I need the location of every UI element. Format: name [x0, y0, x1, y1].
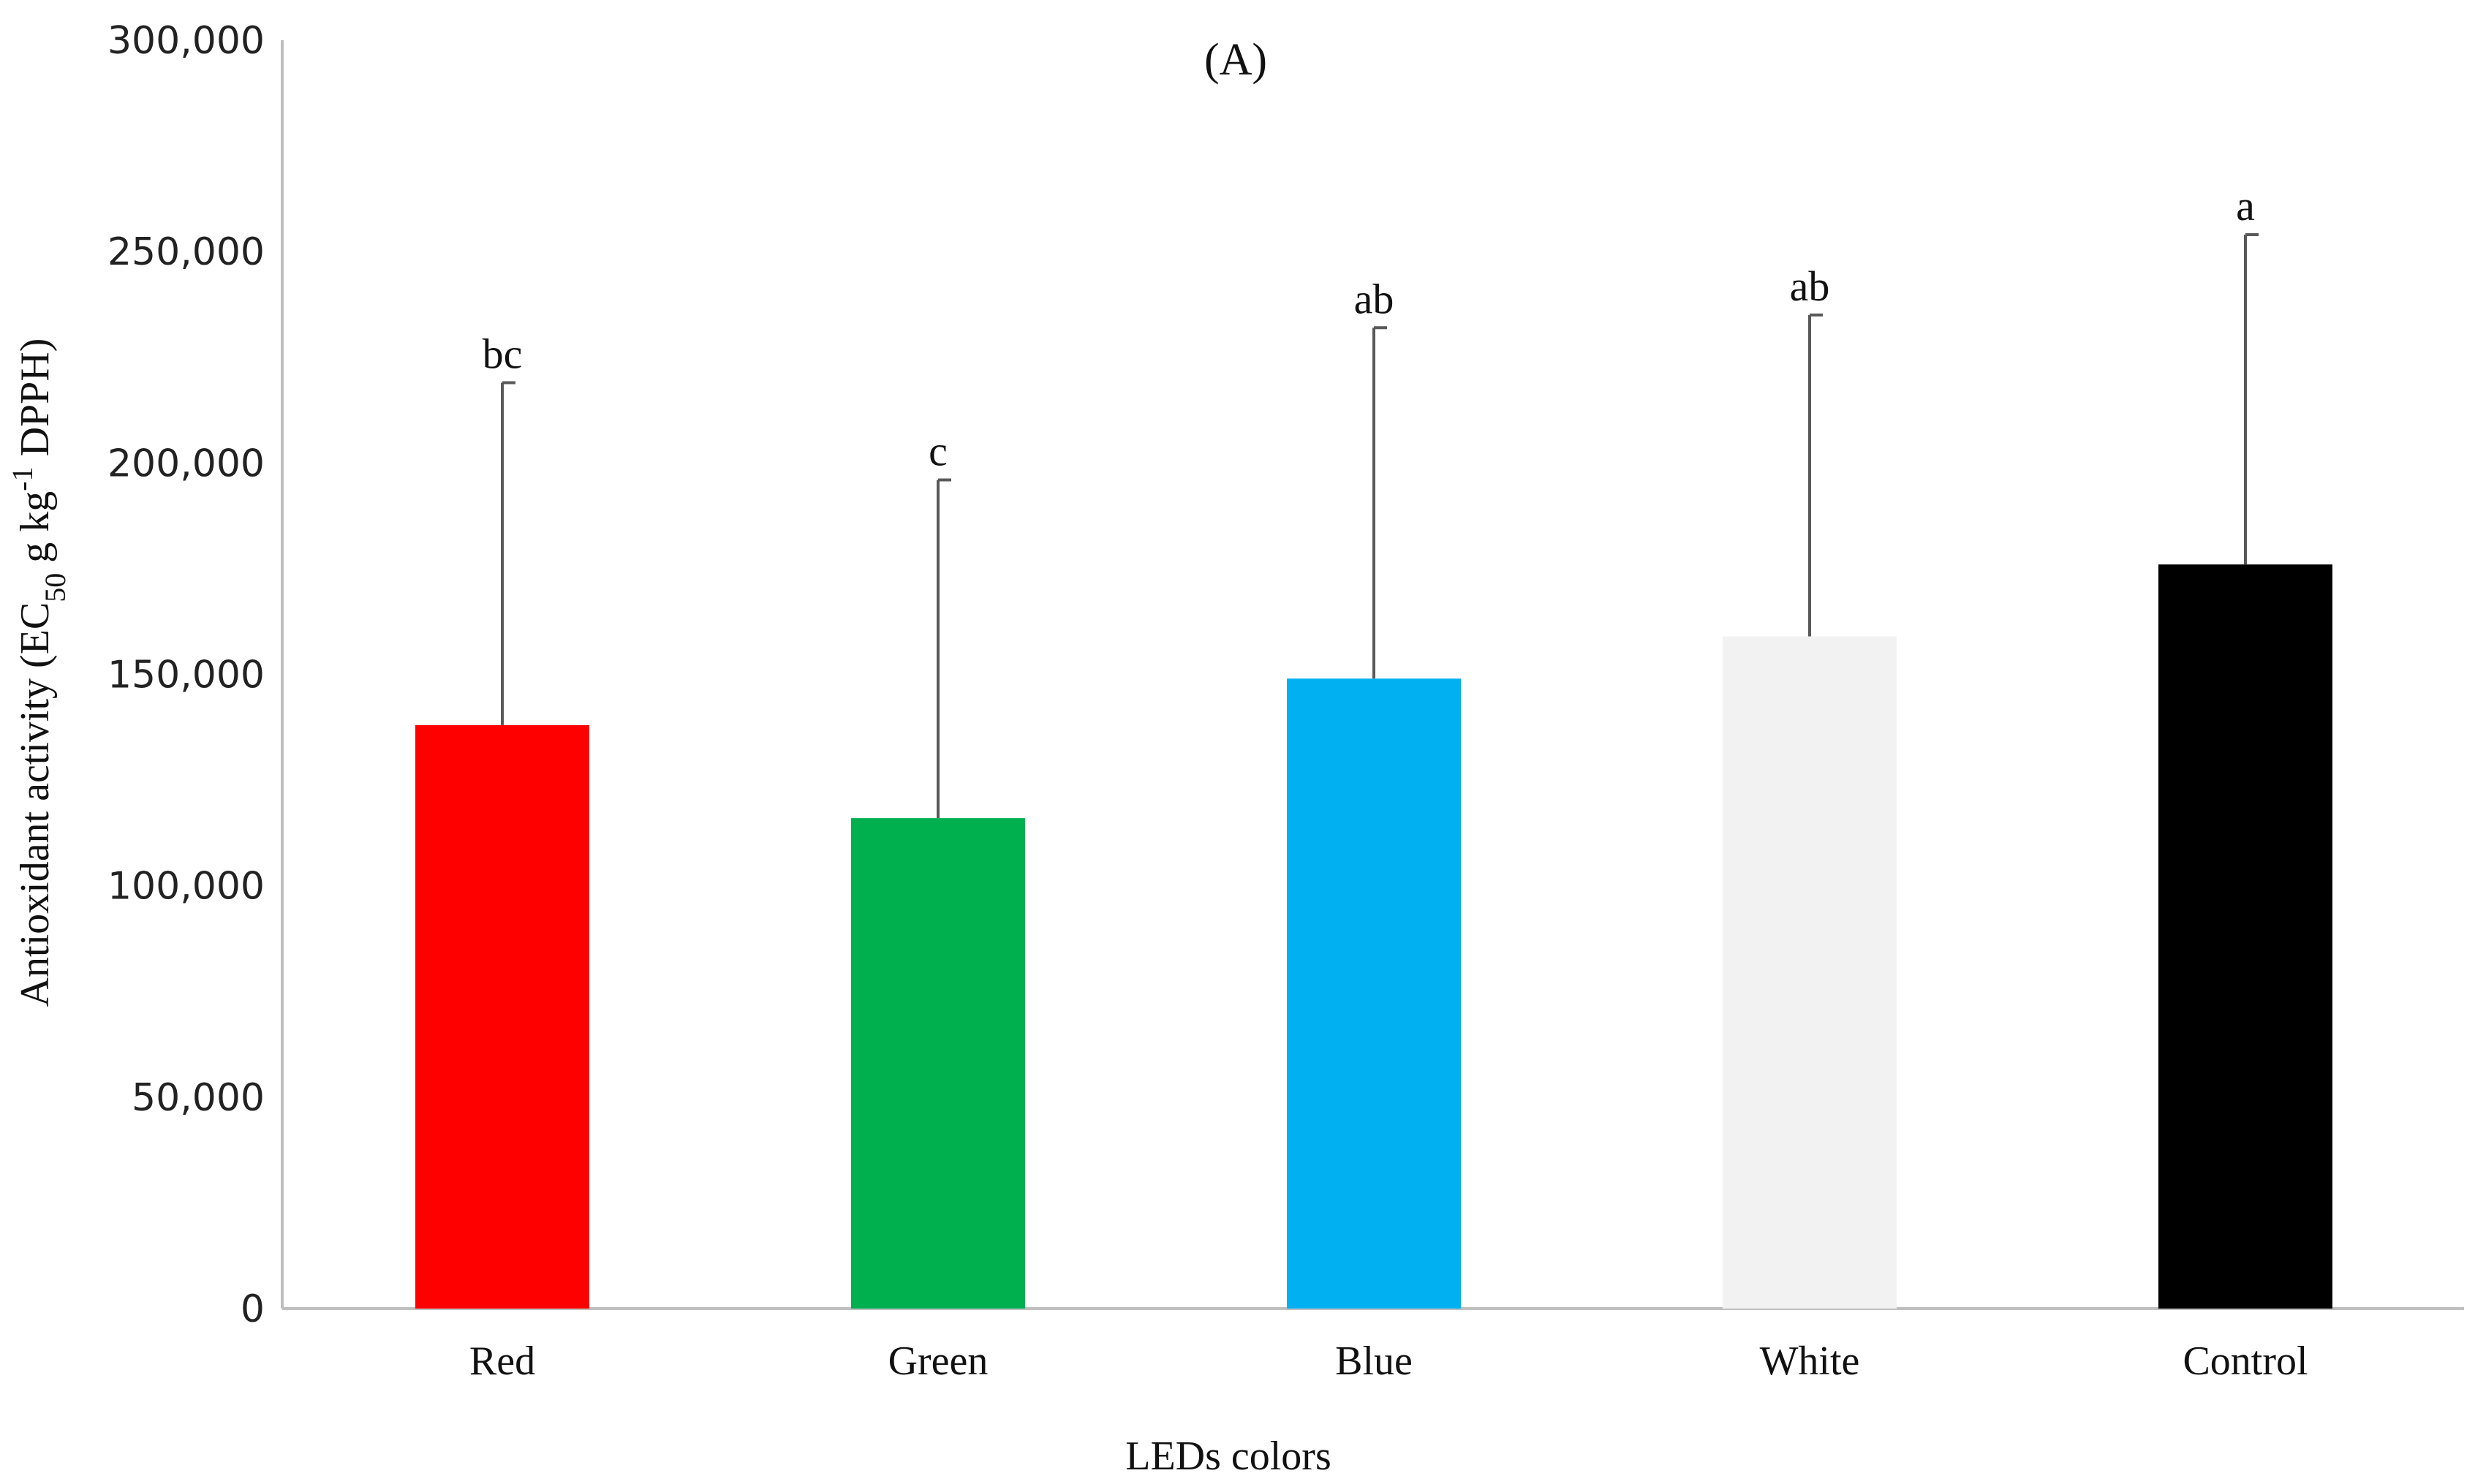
bar-control	[2158, 564, 2332, 1309]
x-tick-label-red: Red	[469, 1339, 535, 1384]
error-bars	[501, 233, 2259, 819]
x-axis-title: LEDs colors	[1125, 1434, 1331, 1479]
y-tick-labels: 0 50,000 100,000 150,000 200,000 250,000 300,0…	[107, 19, 265, 1331]
x-tick-label-blue: Blue	[1335, 1339, 1413, 1384]
chart-title: (A)	[1204, 35, 1267, 85]
y-tick-label: 200,000	[107, 442, 265, 485]
significance-labels: bc c ab ab a	[483, 182, 2255, 474]
y-tick-label: 0	[241, 1287, 265, 1331]
x-tick-label-control: Control	[2183, 1339, 2308, 1384]
y-axis-title-superscript: -1	[6, 466, 39, 491]
x-tick-label-white: White	[1760, 1339, 1860, 1384]
y-axis-title-subscript: 50	[39, 573, 72, 602]
y-tick-label: 100,000	[107, 865, 265, 909]
significance-label-green: c	[929, 427, 948, 474]
significance-label-blue: ab	[1354, 275, 1394, 322]
y-tick-label: 50,000	[132, 1076, 265, 1120]
bar-red	[415, 724, 589, 1309]
y-tick-label: 150,000	[107, 654, 265, 697]
significance-label-white: ab	[1790, 262, 1830, 310]
x-tick-labels: Red Green Blue White Control	[469, 1339, 2308, 1384]
bars	[415, 564, 2332, 1309]
bar-green	[851, 818, 1025, 1309]
significance-label-control: a	[2236, 182, 2255, 230]
bar-blue	[1287, 678, 1461, 1309]
y-tick-label: 300,000	[107, 19, 265, 63]
significance-label-red: bc	[483, 330, 523, 377]
bar-white	[1723, 636, 1897, 1309]
y-axis-title-suffix: DPPH)	[12, 338, 58, 467]
y-axis-title-mid: g kg	[12, 491, 58, 573]
x-tick-label-green: Green	[888, 1339, 989, 1384]
y-tick-label: 250,000	[107, 230, 265, 274]
y-axis-title: Antioxidant activity (EC50 g kg-1 DPPH)	[6, 338, 72, 1007]
y-axis-title-prefix: Antioxidant activity (EC	[12, 602, 58, 1007]
